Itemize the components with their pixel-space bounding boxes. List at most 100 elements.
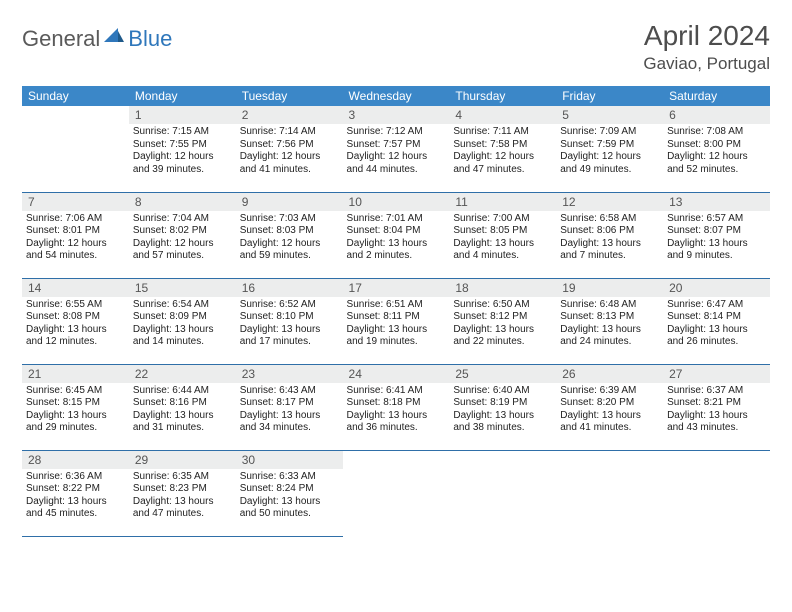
calendar-week-row: 28Sunrise: 6:36 AMSunset: 8:22 PMDayligh…: [22, 450, 770, 536]
calendar-cell: 14Sunrise: 6:55 AMSunset: 8:08 PMDayligh…: [22, 278, 129, 364]
day-number: 18: [449, 279, 556, 297]
calendar-cell: [22, 106, 129, 192]
day-details: Sunrise: 6:35 AMSunset: 8:23 PMDaylight:…: [129, 469, 236, 525]
sunrise-text: Sunrise: 7:08 AM: [667, 126, 766, 139]
sunset-text: Sunset: 8:22 PM: [26, 483, 125, 496]
sunrise-text: Sunrise: 6:41 AM: [347, 385, 446, 398]
day-details: Sunrise: 6:57 AMSunset: 8:07 PMDaylight:…: [663, 211, 770, 267]
sunset-text: Sunset: 8:08 PM: [26, 311, 125, 324]
day-header: Saturday: [663, 86, 770, 106]
day-number: 19: [556, 279, 663, 297]
calendar-cell: 19Sunrise: 6:48 AMSunset: 8:13 PMDayligh…: [556, 278, 663, 364]
day-number: 11: [449, 193, 556, 211]
sunset-text: Sunset: 8:20 PM: [560, 397, 659, 410]
day-details: Sunrise: 6:55 AMSunset: 8:08 PMDaylight:…: [22, 297, 129, 353]
day-number: 3: [343, 106, 450, 124]
day-details: Sunrise: 7:09 AMSunset: 7:59 PMDaylight:…: [556, 124, 663, 180]
day-number: 1: [129, 106, 236, 124]
header: General Blue April 2024 Gaviao, Portugal: [22, 20, 770, 74]
day-header: Tuesday: [236, 86, 343, 106]
sunrise-text: Sunrise: 6:33 AM: [240, 471, 339, 484]
logo-text-general: General: [22, 26, 100, 52]
daylight-text: Daylight: 12 hours and 52 minutes.: [667, 151, 766, 176]
day-details: Sunrise: 7:08 AMSunset: 8:00 PMDaylight:…: [663, 124, 770, 180]
sunrise-text: Sunrise: 6:40 AM: [453, 385, 552, 398]
calendar-cell: 30Sunrise: 6:33 AMSunset: 8:24 PMDayligh…: [236, 450, 343, 536]
day-details: Sunrise: 6:37 AMSunset: 8:21 PMDaylight:…: [663, 383, 770, 439]
daylight-text: Daylight: 12 hours and 44 minutes.: [347, 151, 446, 176]
daylight-text: Daylight: 13 hours and 45 minutes.: [26, 496, 125, 521]
day-number: 12: [556, 193, 663, 211]
day-details: Sunrise: 6:47 AMSunset: 8:14 PMDaylight:…: [663, 297, 770, 353]
day-details: Sunrise: 6:41 AMSunset: 8:18 PMDaylight:…: [343, 383, 450, 439]
calendar-cell: 9Sunrise: 7:03 AMSunset: 8:03 PMDaylight…: [236, 192, 343, 278]
calendar-cell: 20Sunrise: 6:47 AMSunset: 8:14 PMDayligh…: [663, 278, 770, 364]
triangle-icon: [104, 28, 124, 42]
sunset-text: Sunset: 7:57 PM: [347, 139, 446, 152]
day-details: Sunrise: 7:03 AMSunset: 8:03 PMDaylight:…: [236, 211, 343, 267]
sunrise-text: Sunrise: 6:43 AM: [240, 385, 339, 398]
day-number: 10: [343, 193, 450, 211]
daylight-text: Daylight: 13 hours and 7 minutes.: [560, 238, 659, 263]
daylight-text: Daylight: 12 hours and 49 minutes.: [560, 151, 659, 176]
daylight-text: Daylight: 12 hours and 39 minutes.: [133, 151, 232, 176]
sunrise-text: Sunrise: 7:12 AM: [347, 126, 446, 139]
logo-text-blue: Blue: [128, 26, 172, 52]
daylight-text: Daylight: 13 hours and 24 minutes.: [560, 324, 659, 349]
day-number: 21: [22, 365, 129, 383]
day-header: Wednesday: [343, 86, 450, 106]
day-details: Sunrise: 7:11 AMSunset: 7:58 PMDaylight:…: [449, 124, 556, 180]
day-number: 9: [236, 193, 343, 211]
calendar-cell: 4Sunrise: 7:11 AMSunset: 7:58 PMDaylight…: [449, 106, 556, 192]
calendar-cell: [449, 450, 556, 536]
day-number: 7: [22, 193, 129, 211]
daylight-text: Daylight: 13 hours and 2 minutes.: [347, 238, 446, 263]
calendar-cell: 11Sunrise: 7:00 AMSunset: 8:05 PMDayligh…: [449, 192, 556, 278]
sunset-text: Sunset: 8:23 PM: [133, 483, 232, 496]
sunset-text: Sunset: 7:55 PM: [133, 139, 232, 152]
day-details: Sunrise: 6:45 AMSunset: 8:15 PMDaylight:…: [22, 383, 129, 439]
sunrise-text: Sunrise: 7:01 AM: [347, 213, 446, 226]
day-details: Sunrise: 6:51 AMSunset: 8:11 PMDaylight:…: [343, 297, 450, 353]
day-number: 13: [663, 193, 770, 211]
sunset-text: Sunset: 8:11 PM: [347, 311, 446, 324]
day-number: 17: [343, 279, 450, 297]
calendar-cell: 16Sunrise: 6:52 AMSunset: 8:10 PMDayligh…: [236, 278, 343, 364]
sunrise-text: Sunrise: 6:45 AM: [26, 385, 125, 398]
day-number: 23: [236, 365, 343, 383]
sunrise-text: Sunrise: 6:50 AM: [453, 299, 552, 312]
day-details: Sunrise: 6:58 AMSunset: 8:06 PMDaylight:…: [556, 211, 663, 267]
sunset-text: Sunset: 8:15 PM: [26, 397, 125, 410]
daylight-text: Daylight: 13 hours and 19 minutes.: [347, 324, 446, 349]
daylight-text: Daylight: 13 hours and 43 minutes.: [667, 410, 766, 435]
sunrise-text: Sunrise: 6:37 AM: [667, 385, 766, 398]
sunset-text: Sunset: 8:05 PM: [453, 225, 552, 238]
sunset-text: Sunset: 8:02 PM: [133, 225, 232, 238]
day-header: Sunday: [22, 86, 129, 106]
sunrise-text: Sunrise: 7:11 AM: [453, 126, 552, 139]
daylight-text: Daylight: 13 hours and 36 minutes.: [347, 410, 446, 435]
day-details: Sunrise: 7:01 AMSunset: 8:04 PMDaylight:…: [343, 211, 450, 267]
sunrise-text: Sunrise: 6:55 AM: [26, 299, 125, 312]
sunrise-text: Sunrise: 7:06 AM: [26, 213, 125, 226]
sunset-text: Sunset: 8:17 PM: [240, 397, 339, 410]
daylight-text: Daylight: 13 hours and 41 minutes.: [560, 410, 659, 435]
sunset-text: Sunset: 8:01 PM: [26, 225, 125, 238]
calendar-cell: [663, 450, 770, 536]
day-details: Sunrise: 6:48 AMSunset: 8:13 PMDaylight:…: [556, 297, 663, 353]
calendar-cell: 2Sunrise: 7:14 AMSunset: 7:56 PMDaylight…: [236, 106, 343, 192]
day-header-row: Sunday Monday Tuesday Wednesday Thursday…: [22, 86, 770, 106]
day-number: 6: [663, 106, 770, 124]
calendar-cell: 24Sunrise: 6:41 AMSunset: 8:18 PMDayligh…: [343, 364, 450, 450]
sunset-text: Sunset: 8:16 PM: [133, 397, 232, 410]
sunrise-text: Sunrise: 6:52 AM: [240, 299, 339, 312]
sunrise-text: Sunrise: 7:03 AM: [240, 213, 339, 226]
sunrise-text: Sunrise: 6:47 AM: [667, 299, 766, 312]
day-number: 26: [556, 365, 663, 383]
daylight-text: Daylight: 13 hours and 38 minutes.: [453, 410, 552, 435]
day-number: 20: [663, 279, 770, 297]
daylight-text: Daylight: 13 hours and 14 minutes.: [133, 324, 232, 349]
calendar-cell: 5Sunrise: 7:09 AMSunset: 7:59 PMDaylight…: [556, 106, 663, 192]
daylight-text: Daylight: 13 hours and 50 minutes.: [240, 496, 339, 521]
calendar-week-row: 21Sunrise: 6:45 AMSunset: 8:15 PMDayligh…: [22, 364, 770, 450]
